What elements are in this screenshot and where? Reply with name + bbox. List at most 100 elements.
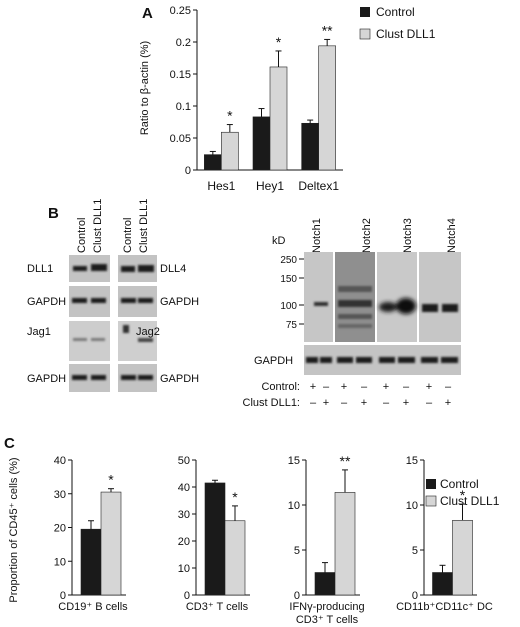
panel-c-tick-label: 40 — [54, 455, 66, 467]
band-gapdh-r2a — [121, 375, 136, 380]
panel-label-b: B — [48, 205, 59, 222]
panel-c-tick-label: 20 — [178, 536, 190, 548]
clust-sign: + — [323, 397, 329, 409]
notch-col-label-3: Notch3 — [402, 218, 414, 253]
panel-c-bar-clust — [100, 491, 122, 596]
band-jag2-spot — [123, 325, 129, 333]
notch-sign-rows: +––++––++––++––+ — [310, 381, 452, 409]
panel-c-significance: * — [108, 472, 114, 488]
band-notch2-smear-3 — [338, 314, 372, 319]
panel-a-tick-label: 0.25 — [170, 5, 191, 17]
panel-c-tick-label: 5 — [412, 545, 418, 557]
clust-sign: – — [341, 397, 348, 409]
kd-marker-250: 250 — [280, 255, 297, 266]
blot-label-gapdh-l2: GAPDH — [27, 373, 66, 385]
panel-c-ylabel: Proportion of CD45⁺ cells (%) — [8, 457, 20, 602]
control-sign: + — [426, 381, 432, 393]
control-sign: – — [403, 381, 410, 393]
panel-c-tick-label: 10 — [54, 556, 66, 568]
notch-col-label-4: Notch4 — [446, 218, 458, 253]
band-gapdh-l2a — [72, 375, 87, 380]
band-gapdh-n6 — [398, 357, 415, 363]
panel-a-tick-label: 0 — [185, 165, 191, 177]
panel-c-category-label: IFNγ-producing — [289, 601, 364, 613]
panel-c-tick-label: 50 — [178, 455, 190, 467]
clust-sign: – — [310, 397, 317, 409]
blot-col-label-clust-1: Clust DLL1 — [92, 199, 104, 253]
legend-c-clust-swatch — [425, 495, 437, 507]
band-gapdh-r2b — [138, 375, 153, 380]
panel-a-bar-control — [301, 122, 319, 171]
panel-c-bar-control — [432, 572, 453, 596]
panel-c-tick-label: 0 — [412, 590, 418, 602]
notch-blot-1 — [304, 252, 333, 342]
blot-label-jag2: Jag2 — [136, 326, 160, 338]
clust-sign: + — [361, 397, 367, 409]
band-notch4-control — [422, 304, 438, 312]
band-dll4-clust — [138, 265, 154, 272]
panel-c-tick-label: 15 — [406, 455, 418, 467]
notch-blot-2 — [335, 252, 375, 342]
panel-c-significance: ** — [340, 453, 351, 469]
notch-gapdh-label: GAPDH — [254, 355, 293, 367]
blot-notch-group: kD Notch1 Notch2 Notch3 Notch4 — [243, 218, 461, 409]
blot-label-gapdh-l1: GAPDH — [27, 296, 66, 308]
band-gapdh-r1b — [138, 298, 153, 303]
panel-a-ylabel: Ratio to β-actin (%) — [139, 41, 151, 135]
panel-c-tick-label: 0 — [60, 590, 66, 602]
panel-a-bar-clust — [318, 45, 336, 171]
kd-marker-150: 150 — [280, 274, 297, 285]
panel-a-significance: * — [276, 34, 282, 50]
legend-a-control-label: Control — [376, 5, 415, 19]
panel-a-significance: ** — [322, 22, 333, 38]
blot-label-dll4: DLL4 — [160, 263, 186, 275]
band-gapdh-l1b — [91, 298, 106, 303]
panel-c-category-label: CD3⁺ T cells — [296, 614, 359, 626]
panel-a-bar-control — [204, 154, 222, 171]
panel-label-c: C — [4, 435, 15, 452]
panel-a-tick-label: 0.15 — [170, 69, 191, 81]
panel-c-tick-label: 5 — [294, 545, 300, 557]
panel-a-category-label: Hey1 — [256, 179, 284, 193]
kd-marker-100: 100 — [280, 301, 297, 312]
notch-col-label-1: Notch1 — [311, 218, 323, 253]
band-notch1-clust — [314, 302, 328, 306]
panel-a-category-label: Hes1 — [207, 179, 235, 193]
notch-row-label-clust: Clust DLL1: — [243, 397, 300, 409]
band-gapdh-n3 — [337, 357, 353, 363]
panel-c-tick-label: 30 — [54, 489, 66, 501]
control-sign: – — [361, 381, 368, 393]
panel-c-tick-label: 20 — [54, 523, 66, 535]
panel-c-significance: * — [232, 489, 238, 505]
legend-a: Control Clust DLL1 — [359, 5, 436, 41]
clust-sign: + — [445, 397, 451, 409]
panel-a-bar-clust — [221, 131, 239, 171]
band-notch3-clust — [396, 298, 416, 314]
panel-c-tick-label: 10 — [406, 500, 418, 512]
panel-c-category-label: CD19⁺ B cells — [58, 601, 128, 613]
band-dll1-control — [73, 266, 87, 271]
notch-blot-3 — [377, 252, 417, 342]
clust-sign: + — [403, 397, 409, 409]
panel-c-tick-label: 30 — [178, 509, 190, 521]
panel-c-category-label: CD3⁺ T cells — [186, 601, 249, 613]
panel-a-tick-label: 0.1 — [176, 101, 191, 113]
blot-label-jag1: Jag1 — [27, 326, 51, 338]
panel-c-bar-clust — [452, 519, 473, 596]
band-gapdh-l1a — [72, 298, 87, 303]
legend-c-clust-label: Clust DLL1 — [440, 494, 500, 508]
blot-col-label-control-1: Control — [76, 218, 88, 253]
band-notch4-clust — [442, 304, 458, 312]
band-gapdh-n1 — [306, 357, 318, 363]
blot-label-gapdh-r2: GAPDH — [160, 373, 199, 385]
blot-label-dll1: DLL1 — [27, 263, 53, 275]
blot-left-group: Control Clust DLL1 Control Clust DLL1 — [27, 199, 199, 392]
blot-col-label-control-2: Control — [122, 218, 134, 253]
band-jag2-clust — [138, 338, 153, 342]
panel-label-a: A — [142, 5, 153, 22]
panel-a-category-label: Deltex1 — [298, 179, 339, 193]
panel-a-chart: 0 0.05 0.1 0.15 0.2 0.25 * Hes1 * Hey1 ** Deltex1 — [170, 5, 343, 193]
band-gapdh-l2b — [91, 375, 106, 380]
band-jag1-control — [73, 338, 87, 341]
